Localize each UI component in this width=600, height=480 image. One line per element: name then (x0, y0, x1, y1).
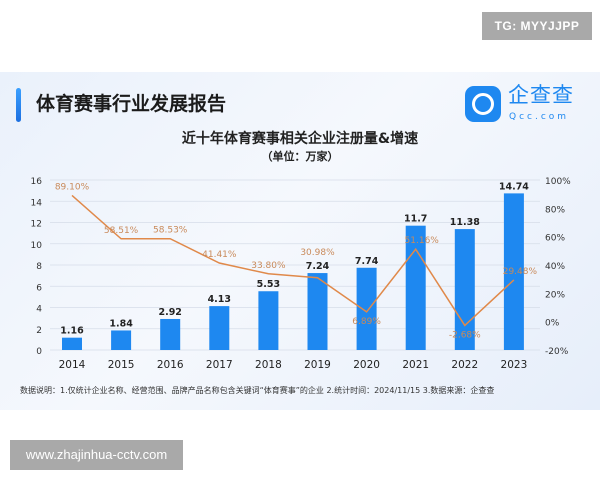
x-tick-label: 2020 (353, 359, 380, 371)
growth-rate-label: -2.68% (449, 330, 481, 340)
bar (307, 273, 328, 350)
growth-rate-label: 51.16% (405, 236, 440, 246)
bar-value-label: 11.38 (450, 217, 480, 228)
logo-name: 企查查 (508, 83, 574, 107)
x-tick-label: 2018 (255, 359, 282, 371)
bar (209, 306, 230, 350)
bar-value-label: 5.53 (257, 279, 280, 290)
bar (160, 318, 181, 350)
logo-domain: Qcc.com (509, 112, 570, 122)
qcc-logo-icon (465, 86, 501, 122)
watermark: www.zhajinhua-cctv.com (10, 440, 183, 470)
bar (62, 337, 82, 350)
bar (111, 330, 132, 350)
left-tick-label: 12 (31, 220, 42, 230)
growth-rate-label: 29.48% (503, 267, 538, 277)
growth-rate-label: 30.98% (300, 248, 335, 258)
left-tick-label: 10 (31, 241, 43, 251)
x-tick-label: 2019 (304, 359, 331, 371)
left-tick-label: 4 (36, 305, 42, 315)
data-note: 数据说明：1.仅统计企业名称、经营范围、品牌产品名称包含关键词“体育赛事”的企业… (20, 386, 495, 395)
growth-rate-label: 41.41% (202, 250, 237, 260)
right-tick-label: -20% (545, 347, 569, 357)
bar-value-label: 11.7 (404, 214, 427, 225)
bar (258, 291, 279, 350)
bar (356, 267, 377, 350)
right-tick-label: 80% (545, 205, 565, 215)
left-tick-label: 0 (36, 347, 42, 357)
x-tick-label: 2023 (501, 359, 528, 371)
growth-rate-label: 33.80% (251, 261, 286, 271)
report-title: 体育赛事行业发展报告 (36, 93, 227, 115)
left-tick-label: 2 (36, 326, 42, 336)
x-tick-label: 2014 (59, 359, 86, 371)
bar-value-label: 7.74 (355, 256, 379, 267)
x-tick-label: 2022 (451, 359, 478, 371)
bar (503, 193, 524, 350)
bar-value-label: 2.92 (158, 307, 181, 318)
x-tick-label: 2016 (157, 359, 184, 371)
left-tick-label: 8 (36, 262, 42, 272)
chart-subtitle: （单位：万家） (261, 150, 339, 163)
bar-value-label: 14.74 (499, 181, 529, 192)
growth-rate-label: 58.53% (153, 226, 188, 236)
right-tick-label: 20% (545, 290, 565, 300)
title-accent (16, 88, 21, 122)
report-card: 体育赛事行业发展报告 企查查 Qcc.com 近十年体育赛事相关企业注册量&增速… (0, 72, 600, 410)
bar (454, 229, 475, 350)
left-tick-label: 16 (31, 177, 43, 187)
bar-value-label: 4.13 (208, 294, 231, 305)
x-tick-label: 2017 (206, 359, 233, 371)
x-tick-label: 2015 (108, 359, 135, 371)
right-tick-label: 60% (545, 234, 565, 244)
bar-value-label: 1.84 (109, 318, 133, 329)
chart-title: 近十年体育赛事相关企业注册量&增速 (181, 131, 419, 147)
right-tick-label: 40% (545, 262, 565, 272)
left-tick-label: 6 (36, 283, 42, 293)
growth-rate-label: 89.10% (55, 182, 90, 192)
right-tick-label: 100% (545, 177, 571, 187)
growth-line (71, 194, 515, 327)
tg-badge: TG: MYYJJPP (482, 12, 592, 40)
right-tick-label: 0% (545, 319, 560, 329)
bar-value-label: 7.24 (306, 261, 330, 272)
growth-rate-label: 6.89% (352, 317, 381, 327)
bar-value-label: 1.16 (60, 326, 84, 337)
growth-rate-label: 58.51% (104, 226, 139, 236)
x-tick-label: 2021 (402, 359, 429, 371)
left-tick-label: 14 (31, 198, 43, 208)
